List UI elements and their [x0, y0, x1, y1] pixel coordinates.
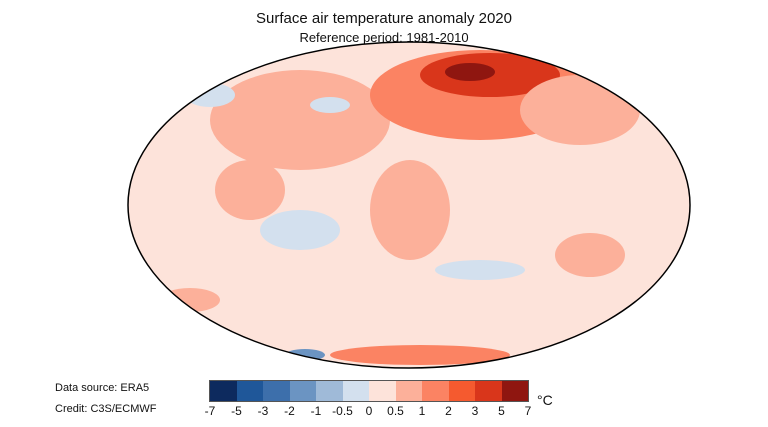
credit: Credit: C3S/ECMWF [55, 403, 157, 415]
map-subtitle: Reference period: 1981-2010 [299, 30, 469, 45]
unit-label: °C [537, 392, 553, 408]
colorbar-tick: -1 [310, 404, 322, 418]
colorbar-tick: 7 [524, 404, 532, 418]
colorbar-tick: 2 [445, 404, 452, 418]
colorbar-tick: -5 [231, 404, 242, 418]
colorbar-bin [475, 381, 502, 401]
colorbar-tick: -0.5 [332, 404, 353, 418]
colorbar-bin [448, 381, 475, 401]
colorbar-tick: 3 [471, 404, 479, 418]
colorbar-tick: -2 [284, 404, 295, 418]
colorbar-bin [422, 381, 449, 401]
colorbar-bin [289, 381, 316, 401]
colorbar-tick: -7 [204, 404, 216, 418]
colorbar-tick: 0.5 [387, 404, 404, 418]
colorbar-tick: 1 [418, 404, 426, 418]
colorbar-bin [263, 381, 290, 401]
map-title: Surface air temperature anomaly 2020 [256, 10, 512, 27]
colorbar-bin [501, 381, 528, 401]
data-source: Data source: ERA5 [55, 382, 150, 394]
colorbar-tick: 0 [365, 404, 373, 418]
colorbar-bin [316, 381, 343, 401]
colorbar-tick: -3 [257, 404, 269, 418]
colorbar-bin [236, 381, 263, 401]
colorbar-bin [342, 381, 369, 401]
colorbar-bin [369, 381, 396, 401]
colorbar-tick: 5 [498, 404, 505, 418]
colorbar-bin [210, 381, 237, 401]
colorbar-bin [395, 381, 422, 401]
colorbar [209, 380, 529, 402]
